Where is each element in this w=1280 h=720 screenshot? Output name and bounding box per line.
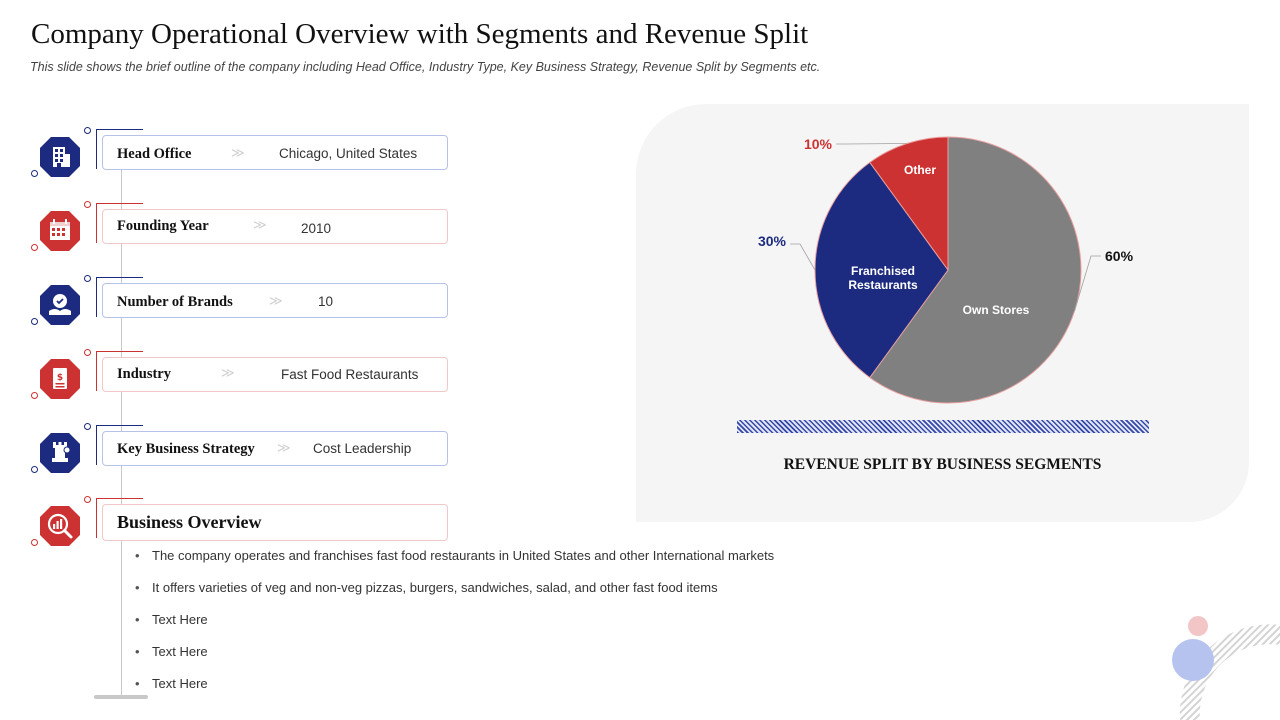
info-value: Chicago, United States xyxy=(279,146,418,161)
svg-text:$: $ xyxy=(57,373,63,383)
bracket-line xyxy=(96,277,97,317)
list-item: Text Here xyxy=(135,612,774,644)
document-dollar-icon: $ xyxy=(38,357,82,401)
info-value: 2010 xyxy=(301,221,332,236)
connector-dot xyxy=(84,423,91,430)
calendar-icon xyxy=(38,209,82,253)
info-row-number-of-brands: Number of Brands ≫ 10 xyxy=(30,275,455,337)
pie-slice-label: Own Stores xyxy=(963,303,1030,317)
list-item: It offers varieties of veg and non-veg p… xyxy=(135,580,774,612)
info-label: Key Business Strategy xyxy=(117,441,255,457)
business-overview-header: Business Overview xyxy=(30,496,455,558)
business-overview-title: Business Overview xyxy=(117,512,262,532)
info-label: Head Office xyxy=(117,146,192,162)
pie-slice-other xyxy=(869,136,949,272)
chevron-right-icon: ≫ xyxy=(277,440,291,455)
info-value: 10 xyxy=(318,294,334,309)
page-subtitle: This slide shows the brief outline of th… xyxy=(30,60,821,74)
info-card: Founding Year ≫ 2010 xyxy=(102,209,448,244)
info-label: Founding Year xyxy=(117,218,209,234)
chevron-right-icon: ≫ xyxy=(269,293,283,308)
connector-dot xyxy=(31,392,38,399)
connector-dot xyxy=(31,244,38,251)
pie-percent-label: 60% xyxy=(1105,248,1134,264)
info-label: Number of Brands xyxy=(117,294,233,310)
hatched-divider xyxy=(737,420,1149,433)
pie-percent-label: 10% xyxy=(804,136,833,152)
pie-leader-line xyxy=(1074,255,1101,312)
corner-decoration xyxy=(1172,616,1280,720)
info-card: Business Overview xyxy=(102,504,448,541)
bracket-line xyxy=(96,498,143,499)
info-card: Number of Brands ≫ 10 xyxy=(102,283,448,318)
connector-dot xyxy=(31,318,38,325)
bracket-line xyxy=(96,425,97,465)
info-label: Industry xyxy=(117,366,171,382)
info-row-head-office: Head Office ≫ Chicago, United States xyxy=(30,127,455,189)
connector-dot xyxy=(31,466,38,473)
info-value: Cost Leadership xyxy=(313,441,412,456)
connector-dot xyxy=(31,539,38,546)
bracket-line xyxy=(96,203,143,204)
connector-dot xyxy=(84,496,91,503)
info-row-industry: $ Industry ≫ Fast Food Restaurants xyxy=(30,349,455,411)
chart-title: REVENUE SPLIT BY BUSINESS SEGMENTS xyxy=(783,456,1102,473)
info-value: Fast Food Restaurants xyxy=(281,367,419,382)
bracket-line xyxy=(96,203,97,243)
analytics-magnifier-icon xyxy=(38,504,82,548)
chess-strategy-icon xyxy=(38,431,82,475)
info-row-founding-year: Founding Year ≫ 2010 xyxy=(30,201,455,263)
info-card: Head Office ≫ Chicago, United States xyxy=(102,135,448,170)
connector-dot xyxy=(31,170,38,177)
bracket-line xyxy=(96,351,143,352)
connector-dot xyxy=(84,275,91,282)
pie-leader-line xyxy=(790,243,816,271)
building-icon xyxy=(38,135,82,179)
info-card: Industry ≫ Fast Food Restaurants xyxy=(102,357,448,392)
business-overview-list: The company operates and franchises fast… xyxy=(135,548,774,708)
list-item: Text Here xyxy=(135,676,774,708)
pie-percent-label: 30% xyxy=(758,233,787,249)
bracket-line xyxy=(96,129,143,130)
list-item: Text Here xyxy=(135,644,774,676)
pie-slice-franchised xyxy=(814,161,949,379)
timeline-line xyxy=(121,150,122,696)
revenue-pie-chart: 60% Own Stores 30% Franchised Restaurants 10%… xyxy=(758,136,1134,404)
brand-hand-icon xyxy=(38,283,82,327)
bracket-line xyxy=(96,425,143,426)
info-row-key-business-strategy: Key Business Strategy ≫ Cost Leadership xyxy=(30,423,455,485)
connector-dot xyxy=(84,201,91,208)
bracket-line xyxy=(96,277,143,278)
bottom-bar-decoration xyxy=(94,695,148,699)
page-title: Company Operational Overview with Segmen… xyxy=(31,18,809,50)
chevron-right-icon: ≫ xyxy=(221,365,235,380)
pie-slice-label: Other xyxy=(904,163,936,177)
list-item: The company operates and franchises fast… xyxy=(135,548,774,580)
connector-dot xyxy=(84,349,91,356)
bracket-line xyxy=(96,351,97,391)
info-card: Key Business Strategy ≫ Cost Leadership xyxy=(102,431,448,466)
chevron-right-icon: ≫ xyxy=(253,217,267,232)
bracket-line xyxy=(96,129,97,169)
chevron-right-icon: ≫ xyxy=(231,145,245,160)
pie-slice-label: Franchised Restaurants xyxy=(848,264,918,292)
bracket-line xyxy=(96,498,97,538)
connector-dot xyxy=(84,127,91,134)
